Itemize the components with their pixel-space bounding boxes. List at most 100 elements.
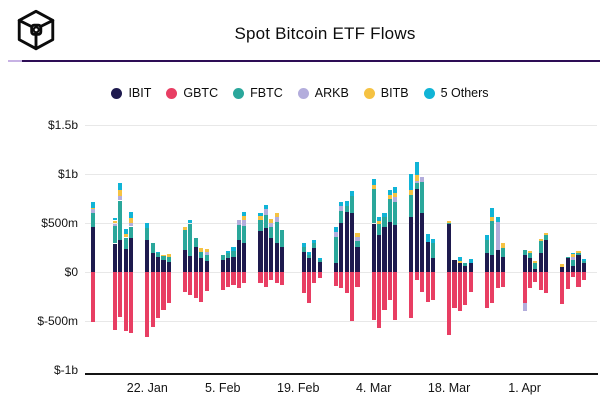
bar-segment-arkb — [420, 176, 425, 182]
bar-segment-oth — [156, 251, 161, 254]
bar-segment-ibit — [527, 258, 533, 272]
bar-segment-fbtc — [145, 228, 150, 241]
bar-segment-fbtc — [263, 215, 268, 229]
bar-segment-fbtc — [500, 248, 506, 257]
bar-segment-bitb — [447, 221, 452, 223]
bar-segment-oth — [258, 213, 263, 216]
bar-segment-gbtc — [581, 272, 586, 280]
bar-segment-fbtc — [355, 240, 360, 247]
chart-title: Spot Bitcoin ETF Flows — [234, 24, 416, 43]
bar-segment-arkb — [112, 223, 118, 226]
bar-segment-gbtc — [91, 272, 96, 322]
bar-segment-oth — [425, 234, 430, 242]
bar-segment-gbtc — [463, 272, 468, 305]
bar-segment-gbtc — [355, 272, 360, 287]
publisher-cube-logo-icon — [17, 9, 55, 51]
bar-segment-fbtc — [484, 240, 489, 254]
bar-segment-fbtc — [522, 250, 527, 255]
legend-item-arkb[interactable]: ARKB — [297, 86, 349, 100]
bar-segment-bitb — [393, 192, 398, 197]
legend-item-fbtc[interactable]: FBTC — [233, 86, 283, 100]
bar-segment-arkb — [274, 216, 279, 222]
bar-segment-ibit — [571, 266, 576, 272]
bar-segment-ibit — [312, 248, 317, 272]
bar-segment-ibit — [156, 257, 161, 272]
bar-segment-fbtc — [231, 250, 236, 257]
legend-item-gbtc[interactable]: GBTC — [166, 86, 218, 100]
bar-segment-bitb — [387, 195, 392, 200]
bar-segment-arkb — [129, 223, 134, 227]
bar-segment-gbtc — [166, 272, 171, 304]
legend-item-bitb[interactable]: BITB — [363, 86, 409, 100]
bar-segment-gbtc — [269, 272, 274, 280]
x-tick-label: 22. Jan — [126, 381, 168, 395]
bar-segment-oth — [317, 258, 322, 261]
bar-segment-oth — [333, 226, 338, 232]
bar-segment-fbtc — [129, 226, 134, 239]
bar-segment-arkb — [204, 252, 209, 256]
bar-segment-oth — [387, 190, 392, 196]
bar-segment-bitb — [533, 260, 538, 264]
bar-segment-gbtc — [576, 272, 581, 288]
bar-segment-fbtc — [409, 195, 414, 217]
bar-segment-fbtc — [274, 221, 279, 244]
bar-segment-ibit — [91, 226, 96, 272]
legend-label: FBTC — [250, 86, 283, 100]
bar-segment-gbtc — [274, 272, 279, 283]
bar-segment-gbtc — [387, 272, 392, 300]
bar-segment-fbtc — [538, 241, 543, 254]
bar-segment-fbtc — [565, 257, 570, 259]
bar-segment-fbtc — [447, 222, 452, 224]
bar-segment-ibit — [344, 212, 349, 272]
bar-segment-fbtc — [123, 237, 128, 249]
bar-segment-gbtc — [490, 272, 495, 304]
x-axis-line — [85, 373, 598, 375]
bar-segment-gbtc — [242, 272, 247, 284]
legend-item-ibit[interactable]: IBIT — [111, 86, 151, 100]
bar-segment-oth — [571, 252, 576, 255]
bar-segment-ibit — [576, 255, 581, 272]
bar-segment-gbtc — [306, 272, 312, 304]
bar-segment-arkb — [269, 222, 274, 228]
bar-segment-bitb — [538, 239, 543, 242]
bar-segment-fbtc — [193, 238, 198, 247]
bar-segment-oth — [382, 212, 387, 218]
bar-segment-gbtc — [188, 272, 193, 295]
bar-segment-ibit — [425, 241, 430, 272]
bar-segment-ibit — [263, 228, 268, 272]
bar-segment-bitb — [274, 212, 279, 217]
bar-segment-oth — [306, 251, 312, 255]
bar-segment-fbtc — [382, 217, 387, 227]
bar-segment-ibit — [387, 221, 392, 272]
y-tick-label: $1.5b — [47, 118, 78, 132]
bar-segment-gbtc — [312, 272, 317, 284]
bar-segment-bitb — [258, 215, 263, 220]
bar-segment-ibit — [452, 260, 457, 272]
bar-segment-ibit — [145, 240, 150, 272]
bar-segment-gbtc — [533, 272, 538, 282]
bar-segment-oth — [145, 223, 150, 229]
bar-segment-fbtc — [533, 263, 538, 270]
bar-segment-ibit — [269, 238, 274, 272]
bar-segment-fbtc — [339, 211, 344, 223]
bar-segment-gbtc — [560, 272, 565, 304]
legend-label: GBTC — [183, 86, 219, 100]
bar-segment-gbtc — [371, 272, 376, 320]
bar-segment-ibit — [188, 255, 193, 272]
legend-item-oth[interactable]: 5 Others — [423, 86, 489, 100]
bar-segment-ibit — [274, 243, 279, 272]
bar-segment-bitb — [129, 218, 134, 224]
bar-segment-arkb — [571, 256, 576, 260]
bar-segment-gbtc — [199, 272, 204, 302]
bar-segment-fbtc — [236, 225, 241, 241]
bar-segment-bitb — [199, 248, 204, 252]
bar-segment-fbtc — [571, 260, 576, 266]
bar-segment-fbtc — [420, 181, 425, 214]
y-tick-label: $-1b — [53, 363, 78, 377]
bar-segment-gbtc — [161, 272, 166, 310]
bar-segment-ibit — [560, 267, 565, 272]
y-tick-label: $1b — [57, 167, 78, 181]
bar-segment-fbtc — [527, 252, 533, 259]
bar-segment-ibit — [350, 213, 355, 272]
bar-segment-ibit — [129, 238, 134, 272]
